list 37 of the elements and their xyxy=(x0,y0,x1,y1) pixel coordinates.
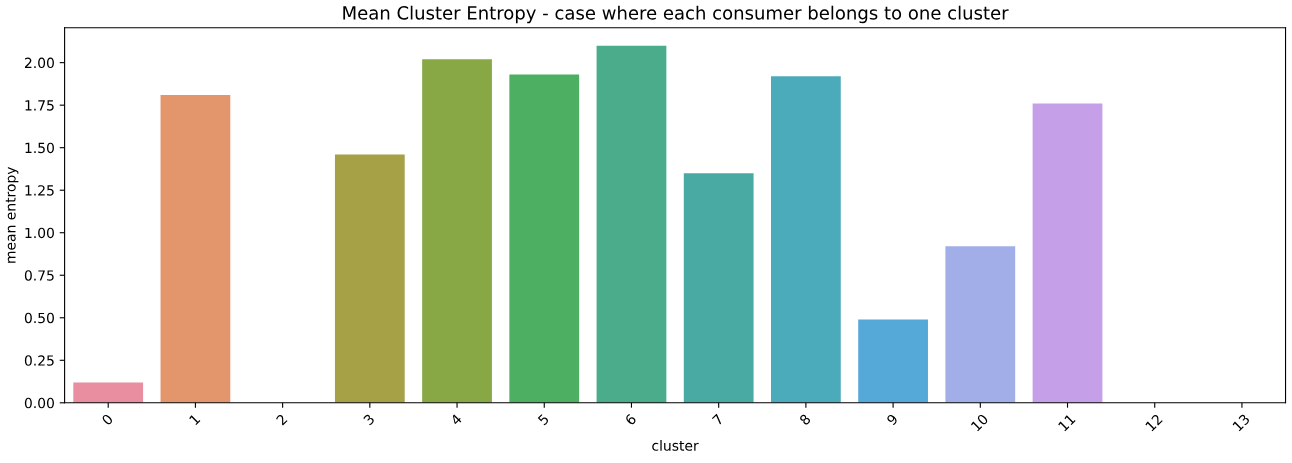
bar xyxy=(509,74,580,403)
x-tick-label: 8 xyxy=(798,413,812,426)
x-tick-label: 2 xyxy=(275,413,288,426)
bar xyxy=(160,94,231,403)
x-tick-label: 4 xyxy=(449,413,463,426)
x-tick-label: 7 xyxy=(711,413,724,426)
bar xyxy=(858,319,928,403)
bar xyxy=(334,154,405,403)
y-tick-label: 1.25 xyxy=(25,185,54,196)
x-tick-label: 5 xyxy=(537,413,550,426)
x-tick-label: 9 xyxy=(886,413,899,426)
chart-title: Mean Cluster Entropy - case where each consumer belongs to one cluster xyxy=(343,5,1009,24)
y-tick-label: 0.25 xyxy=(24,355,54,366)
x-tick-label: 3 xyxy=(362,413,376,426)
y-tick-label: 1.50 xyxy=(25,142,54,154)
y-tick-label: 2.00 xyxy=(24,57,54,69)
bar xyxy=(596,45,667,403)
y-axis-title: mean entropy xyxy=(5,166,19,263)
x-tick-label: 6 xyxy=(624,413,637,426)
bar xyxy=(422,59,492,403)
x-tick-label: 12 xyxy=(1144,413,1163,432)
y-tick-label: 0.50 xyxy=(24,312,54,324)
y-tick-label: 0.75 xyxy=(24,270,54,281)
bar xyxy=(1032,103,1103,403)
x-tick-label: 1 xyxy=(188,413,201,426)
y-tick-label: 0.00 xyxy=(24,397,54,409)
x-tick-label: 11 xyxy=(1057,413,1076,432)
x-tick-label: 13 xyxy=(1232,413,1251,432)
bar xyxy=(683,173,754,403)
y-tick-label: 1.75 xyxy=(25,100,54,111)
x-tick-label: 0 xyxy=(101,413,114,426)
x-tick-label: 10 xyxy=(970,413,989,432)
x-axis-title: cluster xyxy=(652,440,699,451)
y-tick-label: 1.00 xyxy=(25,227,54,239)
bar xyxy=(945,246,1016,403)
bar xyxy=(73,382,144,403)
bar xyxy=(771,76,841,403)
